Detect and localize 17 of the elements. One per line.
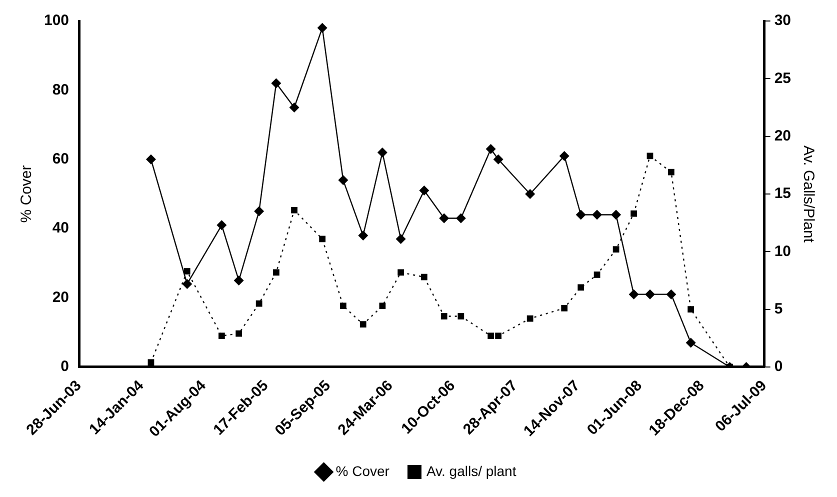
y2-tick-label: 15	[774, 185, 792, 202]
legend-label: Av. galls/ plant	[426, 462, 516, 479]
y2-tick-label: 25	[774, 70, 792, 87]
y-tick-label: 20	[52, 288, 70, 306]
y-axis-title: % Cover	[18, 165, 36, 223]
y2-tick-label: 20	[774, 127, 792, 144]
y2-tick-label: 5	[774, 300, 783, 318]
y-tick-label: 60	[52, 150, 70, 168]
y-tick-label: 80	[52, 81, 70, 98]
y2-tick-label: 30	[774, 12, 792, 30]
y-tick-label: 0	[60, 358, 70, 376]
legend-label: % Cover	[336, 462, 390, 479]
y2-axis-title: Av. Galls/Plant	[800, 145, 817, 244]
y-tick-label: 100	[44, 12, 70, 30]
y2-tick-label: 0	[774, 358, 783, 376]
y2-tick-label: 10	[774, 242, 792, 260]
y-tick-label: 40	[52, 220, 70, 237]
